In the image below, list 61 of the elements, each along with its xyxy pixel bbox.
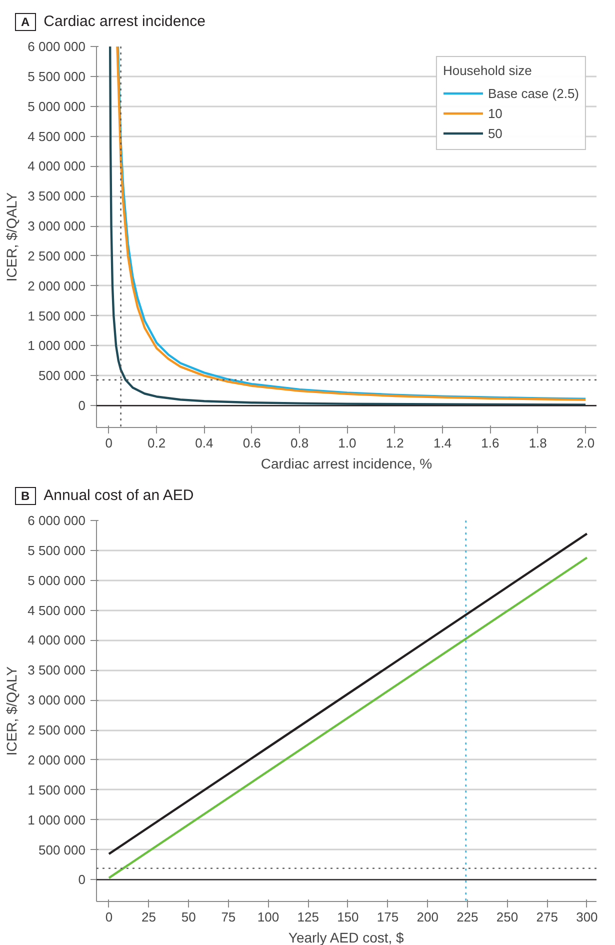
y-tick-label: 1 500 000 (28, 308, 86, 324)
x-tick-label: 150 (337, 910, 359, 924)
x-tick-label: 0.6 (242, 436, 261, 450)
x-tick-label: 175 (376, 910, 399, 924)
y-tick-label: 2 500 000 (28, 248, 86, 264)
y-tick-label: 500 000 (38, 368, 86, 384)
y-tick-label: 3 500 000 (28, 662, 86, 678)
x-tick-label: 75 (221, 910, 236, 924)
y-tick-label: 2 000 000 (28, 278, 86, 294)
y-tick-label: 3 500 000 (28, 188, 86, 204)
y-tick-label: 1 000 000 (28, 338, 86, 354)
y-tick-label: 4 000 000 (28, 158, 86, 174)
x-tick-label: 250 (496, 910, 518, 924)
x-tick-label: 300 (576, 910, 598, 924)
x-tick-label: 1.0 (338, 436, 356, 450)
text: B (15, 487, 36, 505)
x-tick-label: 50 (181, 910, 196, 924)
y-tick-label: 1 000 000 (28, 812, 86, 828)
x-tick-label: 1.2 (386, 436, 404, 450)
chart-title: Cardiac arrest incidence (44, 13, 206, 30)
y-axis-title: ICER, $/QALY (4, 192, 20, 282)
x-tick-label: 125 (297, 910, 319, 924)
y-tick-label: 3 000 000 (28, 218, 86, 234)
x-tick-label: 225 (456, 910, 478, 924)
x-tick-label: 0.8 (290, 436, 309, 450)
y-axis-title: ICER, $/QALY (4, 666, 20, 756)
x-tick-label: 100 (257, 910, 280, 924)
x-axis-title: Cardiac arrest incidence, % (260, 456, 432, 472)
legend-label: 50 (488, 126, 504, 140)
x-tick-label: 0.4 (195, 436, 214, 450)
y-tick-label: 1 500 000 (28, 782, 86, 798)
y-tick-label: 4 000 000 (28, 632, 86, 648)
y-tick-label: 5 000 000 (28, 98, 86, 114)
y-tick-label: 0 (78, 398, 86, 414)
y-tick-label: 6 000 000 (28, 39, 86, 54)
x-tick-label: 1.6 (481, 436, 500, 450)
x-tick-label: 0 (105, 436, 113, 450)
text: A (15, 13, 36, 31)
x-tick-label: 200 (416, 910, 438, 924)
x-tick-label: 25 (142, 910, 156, 924)
y-tick-label: 3 000 000 (28, 692, 86, 708)
x-tick-label: 1.8 (528, 436, 547, 450)
x-tick-label: 2.0 (576, 436, 595, 450)
x-tick-label: 1.4 (434, 436, 452, 450)
y-tick-label: 6 000 000 (28, 513, 86, 528)
legend-title: Household size (442, 63, 533, 78)
y-tick-label: 4 500 000 (28, 602, 86, 618)
y-tick-label: 0 (78, 872, 86, 888)
y-tick-label: 5 000 000 (28, 572, 86, 588)
y-tick-label: 2 000 000 (28, 752, 86, 768)
y-tick-label: 500 000 (38, 842, 86, 858)
y-tick-label: 4 500 000 (28, 128, 86, 144)
y-tick-label: 2 500 000 (28, 722, 86, 738)
chart-title: Annual cost of an AED (44, 487, 194, 504)
x-tick-label: 275 (536, 910, 558, 924)
x-tick-label: 0 (105, 910, 113, 924)
y-tick-label: 5 500 000 (28, 542, 86, 558)
legend-label: 10 (488, 106, 504, 120)
x-tick-label: 0.2 (148, 436, 166, 450)
legend-label: Base case (2.5) (488, 86, 579, 100)
y-tick-label: 5 500 000 (28, 68, 86, 84)
